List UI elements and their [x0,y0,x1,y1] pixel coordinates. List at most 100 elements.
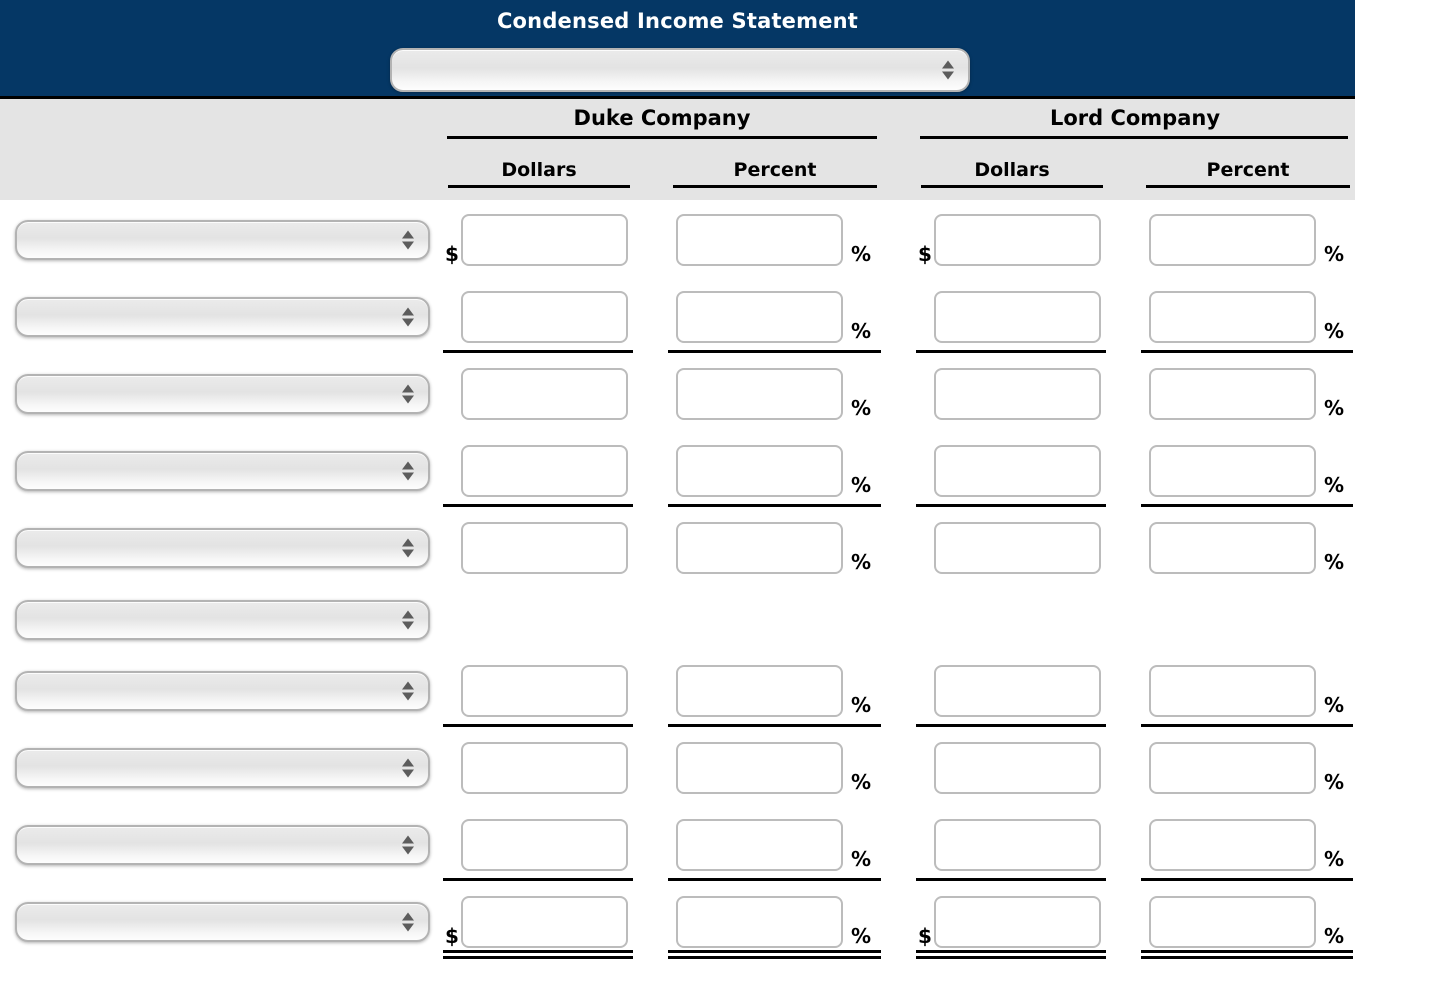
total-double-rule-2-row-10 [668,950,881,959]
subtotal-rule-2-row-4 [668,504,881,507]
duke-company-header: Duke Company [573,106,751,130]
percent-sign-lord-row-1: % [1324,242,1345,266]
subtotal-rule-2-row-7 [668,724,881,727]
account-select-row-9[interactable] [15,825,430,865]
select-arrows-icon [942,60,954,80]
duke-percent-input-row-2[interactable] [676,291,843,343]
lord-dollars-input-row-2[interactable] [934,291,1101,343]
percent-sign-lord-row-8: % [1324,770,1345,794]
select-arrows-icon [402,681,414,701]
duke-percent-input-row-1[interactable] [676,214,843,266]
down-arrow-icon [402,692,414,701]
lord-dollars-input-row-9[interactable] [934,819,1101,871]
select-arrows-icon [402,230,414,250]
column-header-band [0,99,1355,200]
lord-percent-input-row-3[interactable] [1149,368,1316,420]
duke-dollars-input-row-8[interactable] [461,742,628,794]
account-select-row-5[interactable] [15,528,430,568]
duke-dollars-input-row-1[interactable] [461,214,628,266]
duke-percent-input-row-4[interactable] [676,445,843,497]
select-arrows-icon [402,538,414,558]
duke-percent-input-row-8[interactable] [676,742,843,794]
percent-sign-lord-row-10: % [1324,924,1345,948]
up-arrow-icon [402,912,414,921]
down-arrow-icon [402,395,414,404]
percent-sign-lord-row-9: % [1324,847,1345,871]
statement-title: Condensed Income Statement [496,9,859,33]
duke-percent-underline [673,185,877,188]
lord-percent-input-row-7[interactable] [1149,665,1316,717]
duke-percent-input-row-3[interactable] [676,368,843,420]
duke-dollars-input-row-2[interactable] [461,291,628,343]
lord-dollars-input-row-5[interactable] [934,522,1101,574]
duke-dollars-input-row-5[interactable] [461,522,628,574]
subtotal-rule-3-row-2 [916,350,1106,353]
down-arrow-icon [402,621,414,630]
duke-percent-input-row-7[interactable] [676,665,843,717]
account-select-value-row-7 [31,673,388,709]
account-select-row-1[interactable] [15,220,430,260]
account-select-row-7[interactable] [15,671,430,711]
account-select-value-row-1 [31,222,388,258]
account-select-row-4[interactable] [15,451,430,491]
lord-dollars-input-row-4[interactable] [934,445,1101,497]
duke-dollars-input-row-7[interactable] [461,665,628,717]
duke-percent-input-row-5[interactable] [676,522,843,574]
account-select-value-row-2 [31,299,388,335]
subtotal-rule-3-row-9 [916,878,1106,881]
duke-percent-input-row-10[interactable] [676,896,843,948]
subtotal-rule-1-row-4 [443,504,633,507]
duke-dollars-input-row-3[interactable] [461,368,628,420]
duke-dollars-input-row-10[interactable] [461,896,628,948]
statement-subtitle-select[interactable] [390,48,970,92]
select-arrows-icon [402,307,414,327]
lord-dollars-input-row-3[interactable] [934,368,1101,420]
account-select-row-8[interactable] [15,748,430,788]
total-double-rule-1-row-10 [443,950,633,959]
select-arrows-icon [402,384,414,404]
subtotal-rule-4-row-9 [1141,878,1353,881]
account-select-row-6[interactable] [15,600,430,640]
lord-company-underline [920,136,1348,139]
subtotal-rule-1-row-7 [443,724,633,727]
total-double-rule-3-row-10 [916,950,1106,959]
lord-percent-input-row-1[interactable] [1149,214,1316,266]
lord-percent-input-row-5[interactable] [1149,522,1316,574]
dollar-sign-lord-row-1: $ [918,242,932,266]
lord-dollars-input-row-10[interactable] [934,896,1101,948]
duke-dollars-input-row-9[interactable] [461,819,628,871]
lord-percent-input-row-2[interactable] [1149,291,1316,343]
lord-dollars-input-row-8[interactable] [934,742,1101,794]
duke-percent-input-row-9[interactable] [676,819,843,871]
account-select-row-10[interactable] [15,902,430,942]
account-select-row-3[interactable] [15,374,430,414]
account-select-value-row-9 [31,827,388,863]
duke-dollars-input-row-4[interactable] [461,445,628,497]
subtotal-rule-4-row-7 [1141,724,1353,727]
select-arrows-icon [402,610,414,630]
lord-dollars-input-row-1[interactable] [934,214,1101,266]
subtotal-rule-3-row-7 [916,724,1106,727]
lord-percent-input-row-10[interactable] [1149,896,1316,948]
percent-sign-duke-row-8: % [851,770,872,794]
select-arrows-icon [402,461,414,481]
header-divider [0,96,1355,99]
percent-sign-lord-row-4: % [1324,473,1345,497]
lord-percent-input-row-9[interactable] [1149,819,1316,871]
duke-company-underline [447,136,877,139]
account-select-row-2[interactable] [15,297,430,337]
account-select-value-row-5 [31,530,388,566]
subtotal-rule-2-row-9 [668,878,881,881]
up-arrow-icon [402,230,414,239]
lord-percent-input-row-4[interactable] [1149,445,1316,497]
percent-sign-duke-row-1: % [851,242,872,266]
lord-percent-input-row-8[interactable] [1149,742,1316,794]
percent-sign-lord-row-5: % [1324,550,1345,574]
down-arrow-icon [402,241,414,250]
dollar-sign-duke-row-10: $ [445,924,459,948]
percent-sign-duke-row-7: % [851,693,872,717]
percent-sign-lord-row-2: % [1324,319,1345,343]
account-select-value-row-4 [31,453,388,489]
lord-dollars-input-row-7[interactable] [934,665,1101,717]
